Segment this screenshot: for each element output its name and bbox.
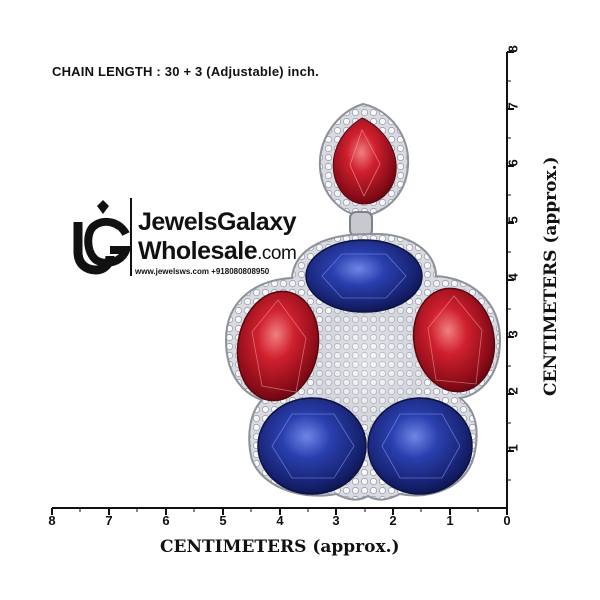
x-axis-title: CENTIMETERS (approx.) (160, 537, 400, 557)
x-tick-label: 1 (446, 513, 454, 528)
left-red-stone (236, 290, 320, 402)
bottom-right-blue-stone (367, 397, 473, 495)
brand-name-main: Wholesale (138, 237, 258, 265)
y-tick-label: 2 (505, 387, 521, 395)
jg-monogram-logo (73, 198, 132, 276)
brand-contact: www.jewelsws.com +918080808950 (135, 267, 270, 276)
x-tick-label: 3 (332, 513, 340, 528)
y-axis-ruler (506, 51, 514, 508)
bottom-left-blue-stone (257, 397, 367, 495)
top-red-stone (332, 117, 397, 205)
x-axis-ruler (51, 507, 508, 515)
y-axis-title: CENTIMETERS (approx.) (541, 156, 561, 396)
y-tick-label: 4 (505, 273, 521, 281)
x-tick-label: 7 (105, 513, 113, 528)
y-tick-label: 8 (505, 45, 521, 53)
x-tick-label: 2 (389, 513, 397, 528)
x-tick-label: 4 (276, 513, 284, 528)
x-tick-label: 6 (162, 513, 170, 528)
y-tick-label: 5 (505, 216, 521, 224)
connector-link (349, 211, 373, 237)
y-tick-label: 7 (505, 102, 521, 110)
brand-name-line2: Wholesale.com (138, 237, 297, 266)
y-tick-label: 3 (505, 330, 521, 338)
brand-domain-suffix: .com (257, 243, 297, 264)
x-tick-label: 5 (219, 513, 227, 528)
top-blue-stone (305, 239, 423, 313)
chain-length-label: CHAIN LENGTH : 30 + 3 (Adjustable) inch. (52, 64, 319, 79)
x-tick-label: 0 (503, 513, 511, 528)
x-tick-label: 8 (48, 513, 56, 528)
y-tick-label: 1 (505, 444, 521, 452)
y-tick-label: 6 (505, 159, 521, 167)
brand-name-line1: JewelsGalaxy (138, 208, 297, 236)
